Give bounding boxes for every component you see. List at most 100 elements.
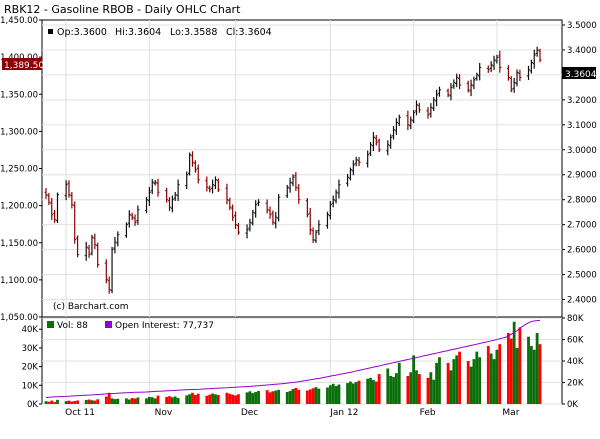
oi-right-tick-label: 60K: [567, 336, 584, 346]
price-right-tick-label: 3.2000: [567, 96, 597, 106]
ohlc-bar: [334, 189, 338, 204]
ohlc-bar: [397, 114, 401, 127]
ohlc-bar: [236, 222, 241, 235]
ohlc-bar: [449, 82, 453, 101]
ohlc-bar: [311, 227, 315, 243]
volume-bar: [392, 376, 395, 404]
ohlc-bar: [518, 69, 522, 82]
ohlc-bar: [489, 61, 493, 73]
oi-legend-marker: [105, 321, 112, 328]
volume-bars: [44, 321, 542, 404]
ohlc-bar: [53, 209, 57, 223]
volume-bar: [208, 394, 212, 404]
volume-bar: [196, 393, 200, 404]
ohlc-bar: [509, 76, 513, 93]
volume-bar: [354, 381, 358, 404]
vol-left-tick-label: 0K: [27, 400, 38, 410]
volume-bar: [211, 393, 214, 404]
vol-legend-marker: [47, 321, 54, 328]
ohlc-bar: [314, 229, 318, 243]
ohlc-bar: [188, 152, 192, 176]
volume-bar: [125, 398, 128, 404]
vol-legend: Vol: 88: [57, 321, 88, 331]
ohlc-bar: [216, 178, 220, 192]
volume-bar: [351, 383, 355, 404]
price-bars: [44, 46, 542, 294]
ohlc-bar: [67, 180, 71, 198]
ohlc-bar: [526, 65, 531, 81]
volume-bar: [271, 391, 275, 404]
volume-bar: [285, 392, 289, 404]
ohlc-bar: [389, 134, 393, 149]
volume-bar: [432, 379, 436, 404]
volume-bar: [452, 359, 456, 404]
oi-right-axis: 80K 60K 40K 20K 0K: [562, 314, 584, 410]
volume-bar: [297, 389, 301, 404]
price-right-tick-label: 2.4000: [567, 296, 597, 306]
ohlc-bar: [435, 89, 439, 107]
volume-bar: [532, 349, 536, 404]
ohlc-open: Op:3.3600: [57, 27, 107, 38]
price-right-tick-label: 3.5000: [567, 21, 597, 31]
price-left-tick-label: 1,300.00: [0, 127, 38, 137]
volume-bar: [409, 372, 413, 404]
ohlc-low: Lo:3.3588: [170, 27, 217, 38]
volume-bar: [153, 398, 157, 404]
volume-bar: [366, 378, 370, 404]
ohlc-bar: [190, 151, 195, 167]
last-close-tag-right: 3.3604: [562, 67, 597, 80]
ohlc-bar: [498, 50, 502, 73]
ohlc-bar: [277, 193, 281, 222]
volume-bar: [314, 387, 318, 404]
volume-bar: [334, 386, 338, 404]
ohlc-bar: [437, 86, 442, 97]
ohlc-bar: [44, 188, 48, 199]
volume-bar: [331, 383, 335, 404]
volume-bar: [268, 392, 272, 404]
ohlc-bar: [529, 59, 533, 74]
ohlc-bar: [466, 80, 470, 93]
ohlc-bar: [426, 107, 430, 119]
price-left-tick-label: 1,150.00: [0, 239, 38, 249]
ohlc-bar: [432, 97, 436, 112]
ohlc-bar: [492, 55, 496, 71]
price-right-tick-label: 2.7000: [567, 221, 597, 231]
ohlc-bar: [294, 171, 298, 191]
volume-bar: [96, 399, 100, 404]
ohlc-close: Cl:3.3604: [226, 27, 272, 38]
ohlc-bar: [64, 180, 68, 201]
volume-bar: [435, 362, 439, 404]
ohlc-bar: [457, 74, 462, 90]
price-right-tick-label: 3.1000: [567, 121, 597, 131]
volume-bar: [147, 396, 151, 404]
volume-bar: [377, 374, 381, 404]
volume-bar: [426, 377, 430, 404]
ohlc-bar: [176, 179, 180, 201]
volume-bar: [47, 401, 51, 404]
volume-bar: [291, 389, 295, 404]
ohlc-bar: [245, 224, 249, 239]
volume-bar: [234, 395, 237, 404]
volume-bar: [346, 383, 349, 404]
ohlc-bar: [317, 220, 321, 236]
volume-bar: [397, 362, 401, 404]
volume-bar: [70, 401, 74, 404]
ohlc-bar: [47, 193, 51, 205]
volume-bar: [288, 390, 292, 404]
ohlc-bar: [167, 196, 172, 211]
ohlc-bar: [331, 195, 335, 208]
price-right-tick-label: 3.4000: [567, 46, 597, 56]
ohlc-bar: [170, 195, 174, 213]
ohlc-bar: [328, 200, 332, 220]
ohlc-bar: [414, 100, 419, 116]
vol-left-tick-label: 30K: [22, 344, 39, 354]
volume-bar: [372, 380, 375, 404]
volume-bar: [130, 398, 134, 404]
volume-bar: [170, 397, 174, 404]
ohlc-bar: [173, 192, 177, 201]
volume-bar: [529, 346, 533, 404]
ohlc-bar: [254, 200, 258, 218]
ohlc-bar: [472, 76, 476, 90]
chart-title: RBK12 - Gasoline RBOB - Daily OHLC Chart: [4, 3, 241, 16]
volume-bar: [489, 353, 493, 404]
